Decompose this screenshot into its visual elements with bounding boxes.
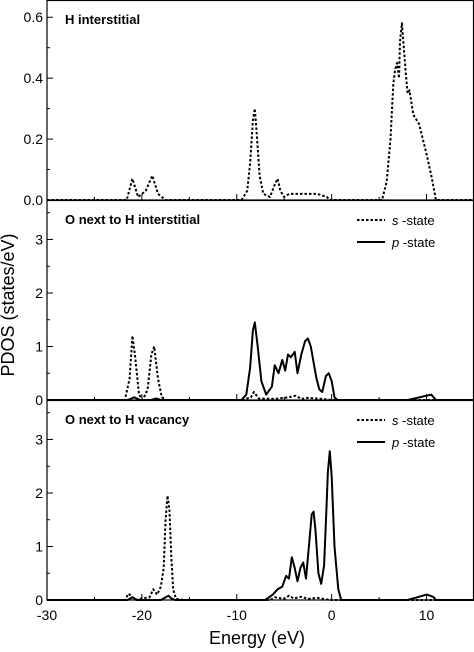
y-tick-label: 1 <box>35 338 43 354</box>
panel-3: 0 1 2 3 -30 -20 -10 0 10 O next to H vacancy s -st… <box>35 399 474 623</box>
y-tick-label: 3 <box>35 231 43 247</box>
series-line-pdos <box>47 22 474 201</box>
x-axis-label: Energy (eV) <box>209 628 305 648</box>
x-tick-label: -20 <box>132 607 152 623</box>
legend-label: p -state <box>391 235 435 250</box>
x-tick-label: -30 <box>37 607 57 623</box>
panel-title: H interstitial <box>65 12 140 27</box>
y-axis-label: PDOS (states/eV) <box>0 233 18 376</box>
y-tick-label: 0 <box>35 392 43 408</box>
series-line-pstate <box>47 450 474 601</box>
panel-title: O next to H vacancy <box>65 412 190 427</box>
y-tick-label: 1 <box>35 538 43 554</box>
x-tick-label: -10 <box>227 607 247 623</box>
x-tick-label: 10 <box>419 607 435 623</box>
legend-label: p -state <box>391 435 435 450</box>
y-tick-label: 0.4 <box>24 70 44 86</box>
y-tick-label: 3 <box>35 431 43 447</box>
y-tick-label: 2 <box>35 485 43 501</box>
legend-label: s -state <box>392 413 435 428</box>
panel-frame <box>46 399 474 601</box>
y-tick-label: 0.0 <box>24 192 44 208</box>
x-tick-label: 0 <box>328 607 336 623</box>
series-line-sstate <box>47 494 474 601</box>
legend-label: s -state <box>392 213 435 228</box>
y-tick-label: 0.2 <box>24 131 44 147</box>
panels: 0.0 0.2 0.4 0.6 H interstitial 0 1 2 3 O next to … <box>24 0 474 623</box>
y-tick-label: 0.6 <box>24 9 44 25</box>
panel-title: O next to H interstitial <box>65 212 200 227</box>
panel-1: 0.0 0.2 0.4 0.6 H interstitial <box>24 0 474 208</box>
panel-frame <box>46 0 474 201</box>
series-line-pstate <box>47 321 474 401</box>
panel-2: 0 1 2 3 O next to H interstitial s -state p -s… <box>35 199 474 408</box>
y-tick-label: 2 <box>35 285 43 301</box>
y-tick-label: 0 <box>35 592 43 608</box>
